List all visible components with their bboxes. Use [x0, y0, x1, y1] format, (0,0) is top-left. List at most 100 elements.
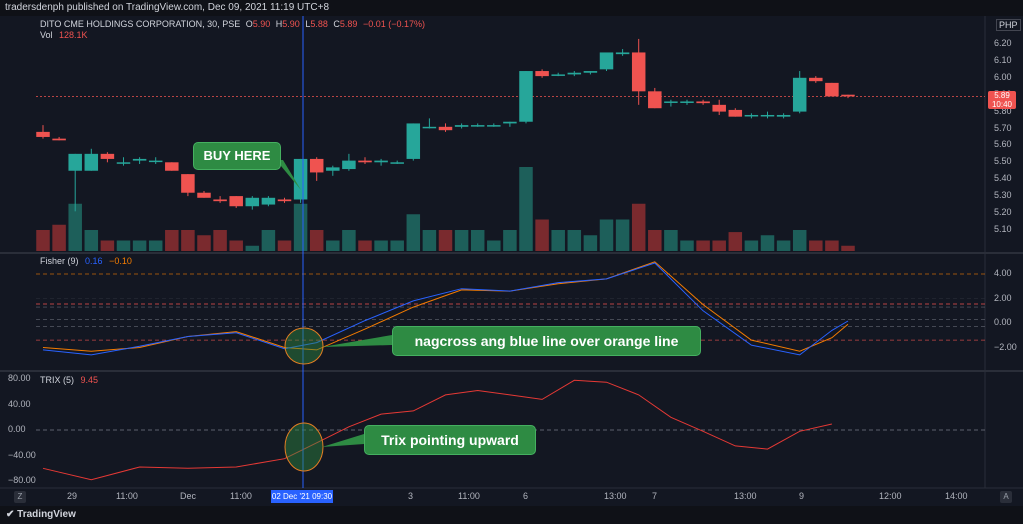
- axis-tick-label: 5.20: [994, 207, 1012, 217]
- volume-bar: [487, 240, 501, 251]
- volume-bar: [631, 203, 646, 251]
- candle-body: [148, 160, 163, 163]
- candle-body: [36, 131, 50, 137]
- volume-bar: [825, 240, 839, 251]
- trix-title[interactable]: TRIX (5): [40, 375, 75, 385]
- time-tick-label: 9: [799, 491, 805, 501]
- candle-body: [197, 192, 211, 198]
- bar-countdown: 10:40: [991, 100, 1013, 109]
- axis-tick-label: 2.00: [994, 292, 1012, 303]
- candle-body: [615, 52, 630, 55]
- candle-body: [696, 101, 710, 104]
- candle-body: [648, 91, 662, 109]
- open-value: 5.90: [252, 19, 271, 29]
- fisher-fast-value: 0.16: [85, 256, 103, 266]
- axis-tick-label: 6.20: [994, 38, 1012, 48]
- volume-bar: [116, 240, 131, 251]
- volume-bar: [599, 219, 614, 251]
- candle-body: [68, 153, 82, 171]
- volume-bar: [535, 219, 549, 251]
- volume-label: Vol: [40, 30, 53, 40]
- tradingview-brand[interactable]: ✔ TradingView: [6, 509, 76, 520]
- fisher-title[interactable]: Fisher (9): [40, 256, 79, 266]
- volume-bar: [132, 240, 147, 251]
- time-tick-label: 13:00: [604, 491, 627, 501]
- fisher-cross-highlight: [284, 327, 324, 365]
- last-price-tag: 5.89 10:40: [988, 91, 1016, 109]
- candle-body: [261, 197, 276, 205]
- candle-body: [100, 153, 115, 159]
- candle-body: [165, 162, 179, 171]
- volume-bar: [809, 240, 823, 251]
- candle-body: [728, 109, 743, 117]
- candle-body: [116, 162, 131, 164]
- tradingview-logo-icon: ✔: [6, 509, 15, 520]
- time-tick-label: 14:00: [945, 491, 968, 501]
- axis-tick-label: −40.00: [8, 449, 36, 460]
- volume-bar: [567, 230, 582, 251]
- symbol-title[interactable]: DITO CME HOLDINGS CORPORATION, 30, PSE: [40, 19, 241, 29]
- candle-body: [776, 114, 791, 117]
- candle-body: [470, 125, 485, 127]
- grid-lines: [0, 16, 1023, 489]
- fisher-fast-line: [42, 262, 849, 356]
- candlestick-series: [36, 38, 855, 212]
- time-tick-label: 7: [652, 491, 658, 501]
- candle-body: [52, 138, 66, 141]
- main-legend: DITO CME HOLDINGS CORPORATION, 30, PSE O…: [40, 19, 425, 29]
- trix-line: [42, 379, 833, 481]
- candle-body: [358, 160, 372, 163]
- auto-scale-button[interactable]: A: [1000, 491, 1012, 503]
- candle-body: [825, 82, 839, 97]
- close-label: C: [333, 19, 340, 29]
- brand-text: TradingView: [17, 509, 76, 520]
- candle-body: [712, 104, 726, 112]
- volume-bar: [648, 230, 662, 251]
- volume-bar: [470, 230, 485, 251]
- low-label: L: [305, 19, 311, 29]
- volume-bars: [36, 167, 855, 251]
- candle-body: [583, 71, 598, 73]
- volume-bar: [664, 230, 678, 251]
- time-tick-label: 13:00: [734, 491, 757, 501]
- candle-body: [181, 174, 195, 193]
- volume-bar: [503, 230, 517, 251]
- volume-bar: [197, 235, 211, 251]
- currency-label[interactable]: PHP: [996, 19, 1021, 31]
- candle-body: [245, 197, 260, 207]
- zoom-toggle-button[interactable]: Z: [14, 491, 26, 503]
- annotations: [276, 16, 392, 488]
- volume-bar: [792, 230, 807, 251]
- buy-callout-pointer: [276, 160, 301, 190]
- trix-legend: TRIX (5) 9.45: [40, 375, 98, 385]
- axis-tick-label: 4.00: [994, 268, 1012, 278]
- fisher-legend: Fisher (9) 0.16 −0.10: [40, 256, 132, 266]
- close-value: 5.89: [339, 19, 358, 29]
- volume-bar: [712, 240, 726, 251]
- volume-bar: [680, 240, 694, 251]
- time-tick-label: 11:00: [230, 491, 252, 501]
- candle-body: [599, 52, 614, 70]
- candle-body: [519, 71, 533, 122]
- candle-body: [744, 114, 759, 117]
- fisher-cross-callout: nagcross ang blue line over orange line: [392, 326, 701, 356]
- candle-body: [760, 114, 775, 117]
- candle-body: [374, 160, 388, 163]
- time-tick-label: 29: [67, 491, 78, 501]
- time-tick-label: 3: [408, 491, 414, 501]
- volume-bar: [374, 240, 388, 251]
- volume-bar: [100, 240, 115, 251]
- volume-bar: [358, 240, 372, 251]
- volume-bar: [519, 167, 533, 251]
- volume-bar: [390, 240, 404, 251]
- candle-body: [406, 123, 421, 159]
- volume-bar: [841, 245, 855, 251]
- axis-tick-label: 5.30: [994, 190, 1012, 201]
- candle-body: [277, 199, 292, 202]
- axis-tick-label: 6.00: [994, 71, 1012, 82]
- candle-body: [487, 125, 501, 127]
- candle-body: [551, 74, 565, 76]
- last-price: 5.89: [994, 91, 1010, 100]
- trix-upward-callout: Trix pointing upward: [364, 425, 536, 455]
- axis-tick-label: 5.50: [994, 156, 1012, 167]
